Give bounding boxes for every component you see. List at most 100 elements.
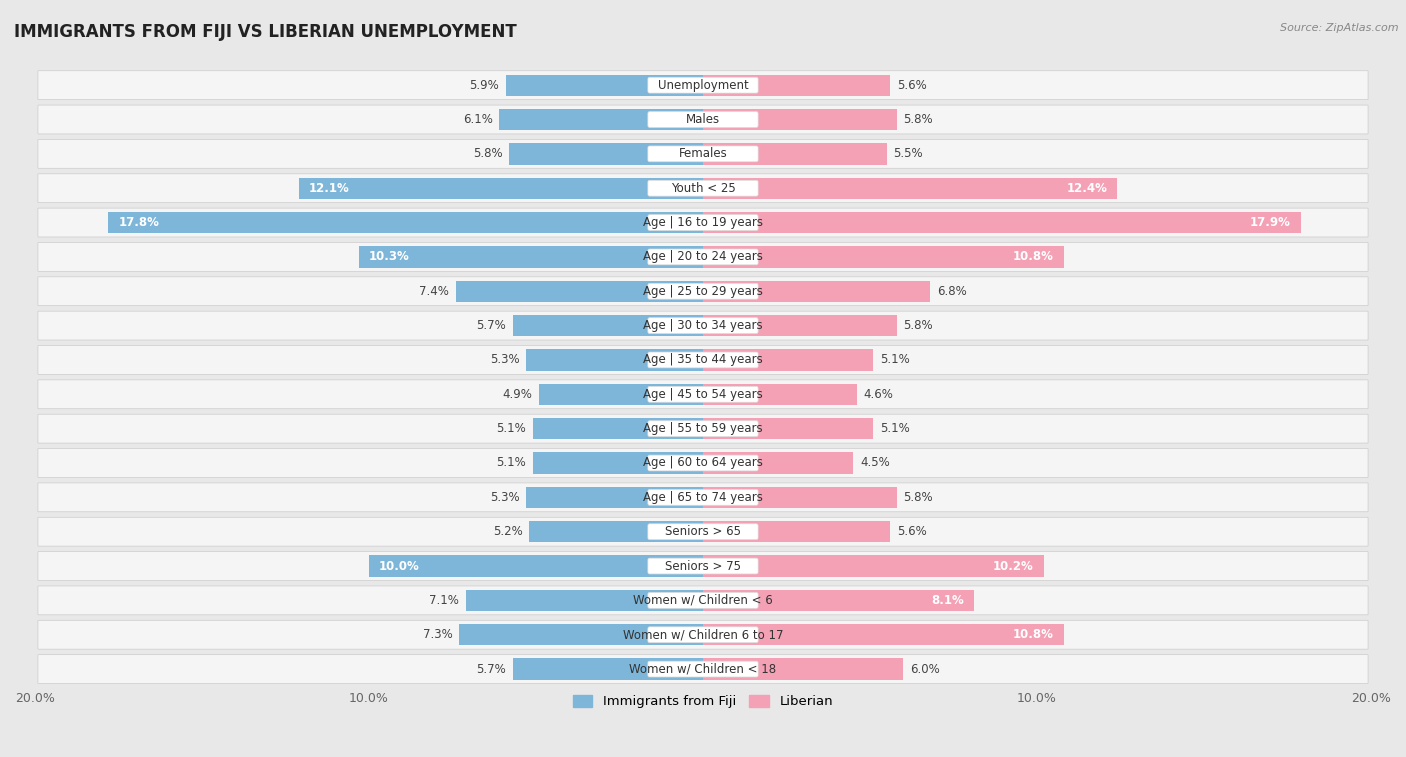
Bar (703, 315, 897, 336)
Text: Age | 55 to 59 years: Age | 55 to 59 years (643, 422, 763, 435)
Text: 7.1%: 7.1% (429, 594, 460, 607)
Text: Age | 25 to 29 years: Age | 25 to 29 years (643, 285, 763, 298)
FancyBboxPatch shape (38, 174, 1368, 203)
Bar (526, 487, 703, 508)
Text: 4.9%: 4.9% (503, 388, 533, 400)
Bar (533, 453, 703, 474)
FancyBboxPatch shape (38, 208, 1368, 237)
Bar (703, 178, 1118, 199)
Bar (540, 384, 703, 405)
Text: 5.1%: 5.1% (496, 422, 526, 435)
Text: Males: Males (686, 113, 720, 126)
Text: 12.4%: 12.4% (1066, 182, 1107, 195)
Text: 6.8%: 6.8% (936, 285, 966, 298)
FancyBboxPatch shape (38, 70, 1368, 100)
FancyBboxPatch shape (38, 345, 1368, 375)
Bar (499, 109, 703, 130)
Text: Females: Females (679, 148, 727, 160)
Text: 4.6%: 4.6% (863, 388, 893, 400)
Text: 5.6%: 5.6% (897, 79, 927, 92)
Text: 5.8%: 5.8% (904, 113, 934, 126)
Bar (465, 590, 703, 611)
FancyBboxPatch shape (648, 455, 758, 471)
Text: Age | 45 to 54 years: Age | 45 to 54 years (643, 388, 763, 400)
FancyBboxPatch shape (648, 318, 758, 334)
Text: Seniors > 75: Seniors > 75 (665, 559, 741, 572)
Bar (703, 246, 1064, 267)
Bar (456, 281, 703, 302)
Text: 10.0%: 10.0% (380, 559, 420, 572)
Bar (703, 590, 973, 611)
Text: Age | 65 to 74 years: Age | 65 to 74 years (643, 491, 763, 504)
Text: 5.1%: 5.1% (880, 422, 910, 435)
Text: 10.8%: 10.8% (1012, 251, 1053, 263)
FancyBboxPatch shape (648, 627, 758, 643)
FancyBboxPatch shape (648, 352, 758, 368)
Bar (506, 74, 703, 96)
Text: 8.1%: 8.1% (931, 594, 963, 607)
Text: Women w/ Children < 18: Women w/ Children < 18 (630, 662, 776, 675)
Text: 5.6%: 5.6% (897, 525, 927, 538)
Text: 10.2%: 10.2% (993, 559, 1033, 572)
FancyBboxPatch shape (38, 105, 1368, 134)
Text: 6.1%: 6.1% (463, 113, 492, 126)
Bar (703, 624, 1064, 646)
Text: Seniors > 65: Seniors > 65 (665, 525, 741, 538)
Bar (703, 384, 856, 405)
Bar (460, 624, 703, 646)
FancyBboxPatch shape (38, 552, 1368, 581)
FancyBboxPatch shape (38, 655, 1368, 684)
FancyBboxPatch shape (648, 283, 758, 299)
Text: 10.3%: 10.3% (368, 251, 409, 263)
Text: 5.8%: 5.8% (904, 491, 934, 504)
Bar (703, 109, 897, 130)
Text: 5.5%: 5.5% (893, 148, 922, 160)
Text: 5.8%: 5.8% (904, 319, 934, 332)
Bar (703, 418, 873, 439)
Bar (703, 521, 890, 542)
Text: 17.8%: 17.8% (118, 216, 159, 229)
FancyBboxPatch shape (648, 180, 758, 196)
Text: 5.7%: 5.7% (477, 319, 506, 332)
Text: Source: ZipAtlas.com: Source: ZipAtlas.com (1281, 23, 1399, 33)
Bar (108, 212, 703, 233)
FancyBboxPatch shape (648, 421, 758, 437)
Bar (703, 659, 904, 680)
FancyBboxPatch shape (38, 483, 1368, 512)
FancyBboxPatch shape (38, 414, 1368, 443)
Text: Age | 16 to 19 years: Age | 16 to 19 years (643, 216, 763, 229)
FancyBboxPatch shape (38, 242, 1368, 271)
Text: 7.3%: 7.3% (423, 628, 453, 641)
Bar (703, 143, 887, 164)
Text: 5.7%: 5.7% (477, 662, 506, 675)
FancyBboxPatch shape (648, 249, 758, 265)
Bar (513, 315, 703, 336)
Bar (703, 487, 897, 508)
Text: 5.9%: 5.9% (470, 79, 499, 92)
Text: 4.5%: 4.5% (860, 456, 890, 469)
Text: 12.1%: 12.1% (309, 182, 350, 195)
FancyBboxPatch shape (648, 661, 758, 677)
Text: Women w/ Children < 6: Women w/ Children < 6 (633, 594, 773, 607)
Text: 5.2%: 5.2% (494, 525, 523, 538)
FancyBboxPatch shape (38, 139, 1368, 168)
Text: 5.3%: 5.3% (489, 354, 519, 366)
Text: 5.3%: 5.3% (489, 491, 519, 504)
FancyBboxPatch shape (648, 111, 758, 127)
FancyBboxPatch shape (38, 586, 1368, 615)
FancyBboxPatch shape (648, 386, 758, 402)
Bar (703, 556, 1043, 577)
Text: Women w/ Children 6 to 17: Women w/ Children 6 to 17 (623, 628, 783, 641)
FancyBboxPatch shape (648, 146, 758, 162)
Bar (703, 453, 853, 474)
Text: Age | 60 to 64 years: Age | 60 to 64 years (643, 456, 763, 469)
Bar (533, 418, 703, 439)
Bar (703, 212, 1301, 233)
FancyBboxPatch shape (648, 77, 758, 93)
FancyBboxPatch shape (38, 517, 1368, 546)
FancyBboxPatch shape (648, 215, 758, 230)
FancyBboxPatch shape (38, 277, 1368, 306)
Bar (509, 143, 703, 164)
FancyBboxPatch shape (38, 620, 1368, 650)
Bar (703, 349, 873, 371)
